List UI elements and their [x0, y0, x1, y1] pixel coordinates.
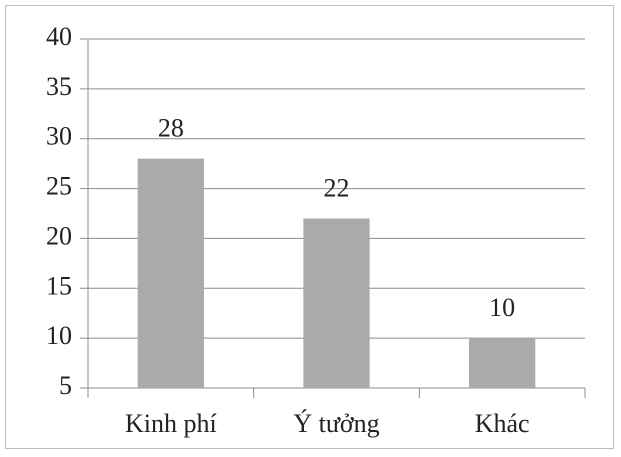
y-tick-label: 15	[46, 271, 72, 300]
y-tick-label: 5	[59, 371, 72, 400]
data-label: 10	[489, 293, 515, 322]
y-tick-label: 30	[46, 122, 72, 151]
x-tick-label: Ý tưởng	[293, 409, 379, 438]
bar	[137, 158, 204, 388]
y-tick-label: 40	[46, 22, 72, 51]
data-label: 28	[158, 114, 184, 143]
y-tick-label: 10	[46, 321, 72, 350]
x-tick-label: Khác	[475, 409, 530, 438]
data-label: 22	[324, 173, 350, 202]
x-tick-label: Kinh phí	[125, 409, 217, 438]
bar	[303, 218, 370, 388]
y-tick-label: 25	[46, 172, 72, 201]
y-tick-label: 20	[46, 221, 72, 250]
bar	[469, 338, 536, 388]
y-tick-label: 35	[46, 72, 72, 101]
